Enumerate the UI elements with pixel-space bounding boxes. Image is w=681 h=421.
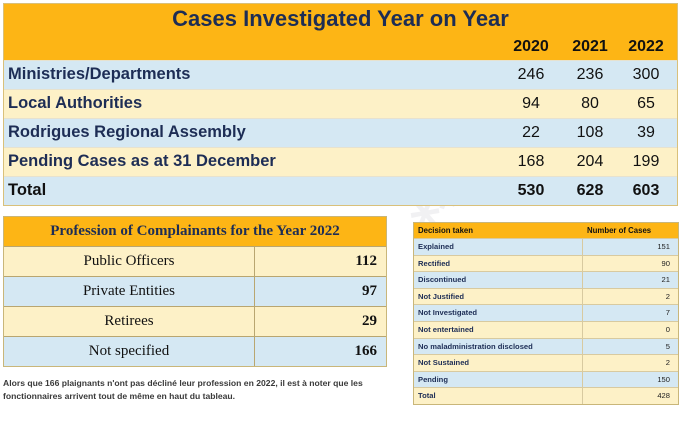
table-row: Discontinued 21	[414, 271, 678, 288]
profession-table-title: Profession of Complainants for the Year …	[4, 217, 386, 246]
year-header-2020: 2020	[513, 38, 549, 55]
cases-header: Number of Cases	[587, 226, 652, 235]
decision-count: 150	[657, 374, 670, 384]
profession-count: 29	[362, 313, 377, 329]
profession-name: Private Entities	[4, 277, 255, 306]
table-row: Rodrigues Regional Assembly 22 108 39	[4, 118, 677, 147]
decision-count: 428	[657, 391, 670, 401]
decision-label: Pending	[418, 374, 448, 384]
row-value: 80	[581, 95, 599, 112]
decision-count: 90	[661, 258, 670, 268]
table-title: Cases Investigated Year on Year	[172, 6, 509, 31]
year-header-2022: 2022	[628, 38, 664, 55]
row-label: Rodrigues Regional Assembly	[8, 123, 246, 141]
profession-count: 97	[362, 283, 377, 299]
decision-label: Not Justified	[418, 291, 464, 301]
decision-count: 2	[665, 291, 670, 301]
row-label: Pending Cases as at 31 December	[8, 152, 276, 170]
row-value: 204	[576, 153, 604, 170]
decision-label: Not Investigated	[418, 308, 478, 318]
decision-label: Explained	[418, 242, 454, 251]
table-row: Not entertained 0	[414, 320, 678, 338]
decision-label: Rectified	[418, 258, 451, 268]
decision-count: 151	[657, 242, 670, 251]
table-row: Local Authorities 94 80 65	[4, 89, 677, 118]
table-row: No maladministration disclosed 5	[414, 337, 678, 355]
decision-count: 5	[665, 341, 670, 351]
row-value: 246	[517, 66, 545, 83]
row-value: 94	[522, 95, 540, 112]
row-value: 530	[517, 182, 545, 199]
row-value: 236	[576, 66, 604, 83]
decision-label: Not Sustained	[418, 358, 470, 368]
row-label: Local Authorities	[8, 94, 143, 112]
profession-count: 112	[355, 253, 377, 269]
decision-count: 2	[665, 358, 670, 368]
decision-label: Discontinued	[418, 275, 467, 285]
table-row: Pending Cases as at 31 December 168 204 …	[4, 147, 677, 176]
table-title-row: Cases Investigated Year on Year	[4, 4, 677, 34]
table-row: Retirees 29	[4, 306, 386, 336]
row-value: 22	[522, 124, 540, 141]
table-row: Not Sustained 2	[414, 354, 678, 371]
profession-name: Public Officers	[4, 247, 255, 276]
table-row: Explained 151	[414, 238, 678, 255]
table-row: Not specified 166	[4, 336, 386, 366]
decision-header-row: Decision taken Number of Cases	[414, 223, 678, 238]
decision-label: Total	[418, 391, 436, 401]
table-row: Rectified 90	[414, 254, 678, 272]
year-header-2021: 2021	[572, 38, 608, 55]
profession-name: Retirees	[4, 307, 255, 336]
cases-year-on-year-table: Cases Investigated Year on Year 2020 202…	[3, 3, 678, 206]
decision-label: No maladministration disclosed	[418, 341, 533, 351]
table-row: Public Officers 112	[4, 246, 386, 276]
decision-label: Not entertained	[418, 324, 474, 334]
table-row: Pending 150	[414, 370, 678, 388]
year-header-row: 2020 2021 2022	[4, 34, 677, 60]
table-row: Not Investigated 7	[414, 304, 678, 321]
row-value: 108	[576, 124, 604, 141]
total-row: Total 428	[414, 387, 678, 404]
row-value: 300	[632, 66, 660, 83]
total-row: Total 530 628 603	[4, 176, 677, 205]
decision-header: Decision taken	[418, 226, 474, 235]
row-value: 39	[637, 124, 655, 141]
table-row: Private Entities 97	[4, 276, 386, 306]
decision-count: 0	[665, 324, 670, 334]
row-value: 603	[632, 182, 660, 199]
row-value: 628	[576, 182, 604, 199]
table-row: Not Justified 2	[414, 287, 678, 305]
decision-table: Decision taken Number of Cases Explained…	[413, 222, 679, 405]
french-note: Alors que 166 plaignants n'ont pas décli…	[3, 378, 363, 401]
decision-count: 7	[665, 308, 670, 318]
row-value: 199	[632, 153, 660, 170]
table-row: Ministries/Departments 246 236 300	[4, 60, 677, 89]
row-value: 65	[637, 95, 655, 112]
row-label: Ministries/Departments	[8, 65, 191, 83]
profession-name: Not specified	[4, 337, 255, 366]
decision-count: 21	[661, 275, 670, 285]
row-label: Total	[8, 181, 47, 199]
profession-count: 166	[354, 343, 378, 359]
profession-table: Profession of Complainants for the Year …	[3, 216, 387, 367]
row-value: 168	[517, 153, 545, 170]
